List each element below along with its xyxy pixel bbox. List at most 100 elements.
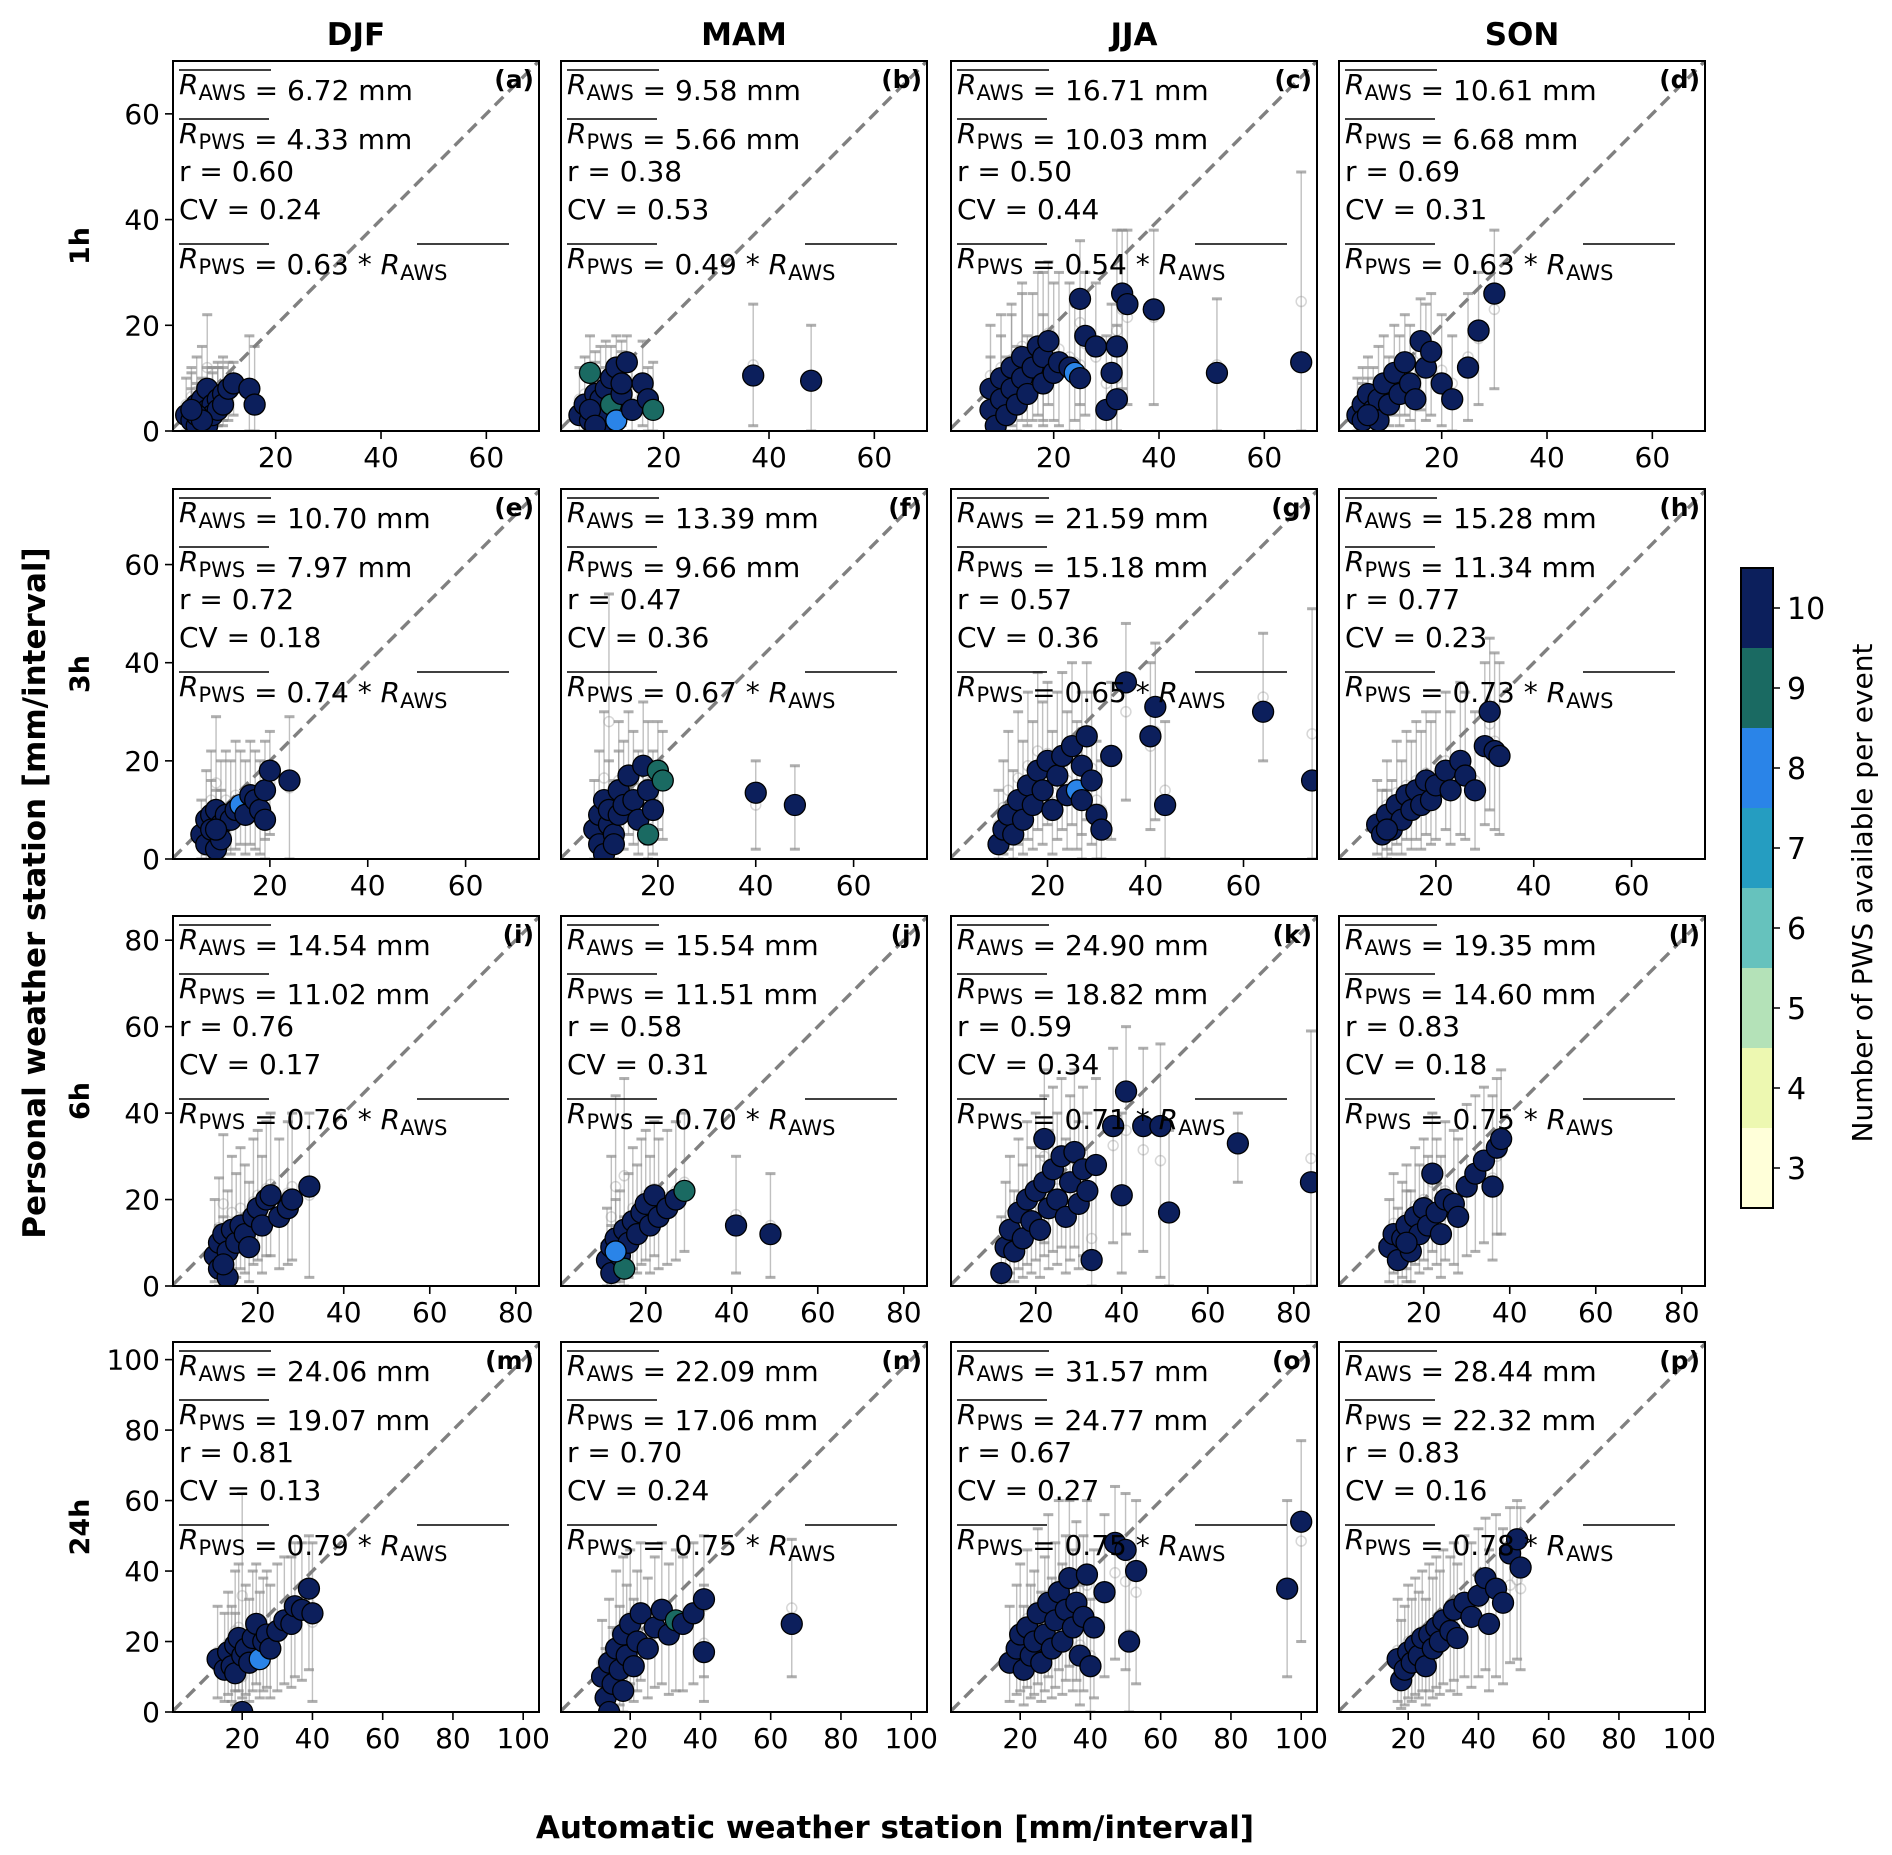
- stat-symbol-r: R: [957, 1523, 976, 1556]
- stat-subscript: PWS: [976, 1536, 1023, 1560]
- data-point: [1093, 1581, 1116, 1604]
- x-tick-label: 80: [1664, 1296, 1700, 1329]
- stat-subscript: AWS: [1566, 689, 1613, 713]
- data-point: [1076, 1179, 1099, 1203]
- stat-text: = 0.65 *: [1023, 676, 1158, 709]
- panel-letter: (f): [888, 493, 922, 522]
- stat-subscript: AWS: [788, 261, 835, 285]
- data-point: [612, 1679, 635, 1703]
- stat-text: = 0.73 *: [1411, 676, 1546, 709]
- colorbar-segment: [1741, 968, 1773, 1049]
- stat-subscript: PWS: [586, 683, 633, 707]
- x-tick-label: 100: [1662, 1722, 1715, 1755]
- axes-frame: [1338, 60, 1706, 432]
- axes-frame: [172, 60, 540, 432]
- stat-cv: CV = 0.31: [567, 1048, 709, 1081]
- stat-subscript: AWS: [400, 1542, 447, 1566]
- stat-symbol-r: R: [567, 923, 586, 956]
- data-point: [1100, 744, 1123, 768]
- stat-r-aws: RAWS = 10.61 mm: [1345, 68, 1597, 107]
- data-point: [759, 1222, 782, 1246]
- stat-subscript: PWS: [586, 1536, 633, 1560]
- stat-text: = 22.32 mm: [1411, 1404, 1596, 1437]
- y-tick-label: 40: [124, 204, 160, 237]
- stat-symbol-r: R: [567, 1523, 586, 1556]
- stat-symbol-r: R: [179, 496, 198, 529]
- stat-symbol-r: R: [179, 972, 198, 1005]
- x-tick-label: 60: [469, 441, 505, 474]
- x-tick-label: 60: [1143, 1722, 1179, 1755]
- data-point: [1016, 382, 1039, 406]
- stat-r-aws: RAWS = 16.71 mm: [957, 68, 1209, 107]
- stat-symbol-r: R: [1345, 670, 1364, 703]
- stat-text: = 11.51 mm: [633, 978, 818, 1011]
- x-tick-label: 20: [646, 441, 682, 474]
- panel-letter: (l): [1669, 920, 1700, 949]
- colorbar-frame: [1740, 567, 1774, 1209]
- x-tick-label: 60: [1247, 441, 1283, 474]
- stat-subscript: PWS: [976, 683, 1023, 707]
- panel-letter: (g): [1271, 493, 1312, 522]
- x-tick-label: 40: [350, 869, 386, 902]
- stat-text: = 15.18 mm: [1023, 551, 1208, 584]
- data-point: [253, 779, 277, 802]
- data-point: [1439, 779, 1462, 802]
- stat-r-aws: RAWS = 28.44 mm: [1345, 1349, 1597, 1388]
- data-point: [1033, 1127, 1056, 1151]
- data-point: [1393, 351, 1416, 374]
- stat-r-pws: RPWS = 9.66 mm: [567, 545, 800, 584]
- stat-factor: RPWS = 0.75 * RAWS: [1345, 1097, 1613, 1140]
- data-point: [1105, 335, 1129, 358]
- x-tick-label: 40: [1529, 441, 1565, 474]
- stat-text: = 17.06 mm: [633, 1404, 818, 1437]
- stat-symbol-r: R: [179, 1523, 198, 1556]
- stat-text: CV = 0.31: [567, 1048, 709, 1081]
- colorbar-segment: [1741, 808, 1773, 889]
- pws-sample: [1120, 706, 1132, 718]
- stat-text: r = 0.69: [1345, 155, 1460, 188]
- stat-subscript: PWS: [198, 1411, 245, 1435]
- pws-sample: [1137, 1144, 1149, 1156]
- data-point: [1488, 744, 1511, 768]
- stat-subscript: PWS: [976, 255, 1023, 279]
- plot-content: [173, 1342, 539, 1712]
- stat-symbol-r: R: [1345, 1349, 1364, 1382]
- x-tick-label: 40: [326, 1296, 362, 1329]
- one-to-one-line: [173, 61, 539, 430]
- stat-cv: CV = 0.24: [567, 1474, 709, 1507]
- stat-text: = 7.97 mm: [245, 551, 412, 584]
- stat-symbol-r: R: [1345, 545, 1364, 578]
- stat-factor: RPWS = 0.74 * RAWS: [179, 670, 447, 713]
- data-point: [253, 808, 277, 831]
- stat-correlation: r = 0.76: [179, 1010, 294, 1043]
- plot-content: [561, 489, 927, 859]
- panel-letter: (b): [881, 65, 922, 94]
- x-tick-label: 20: [628, 1296, 664, 1329]
- colorbar-tick-label: 5: [1787, 992, 1806, 1027]
- stat-text: = 0.49 *: [633, 248, 768, 281]
- data-point: [1446, 1626, 1469, 1650]
- data-point: [259, 1184, 282, 1207]
- stat-cv: CV = 0.53: [567, 193, 709, 226]
- stat-text: r = 0.81: [179, 1436, 294, 1469]
- x-tick-label: 40: [1104, 1296, 1140, 1329]
- stat-symbol-r: R: [179, 545, 198, 578]
- stat-cv: CV = 0.18: [179, 621, 321, 654]
- stat-text: = 13.39 mm: [634, 502, 819, 535]
- data-point: [298, 1175, 321, 1198]
- row-label-1h: 1h: [65, 227, 96, 265]
- stat-symbol-r: R: [957, 972, 976, 1005]
- data-point: [237, 1235, 261, 1259]
- x-tick-label: 60: [1190, 1296, 1226, 1329]
- x-tick-label: 60: [800, 1296, 836, 1329]
- stat-text: = 10.03 mm: [1023, 123, 1208, 156]
- stat-text: = 6.68 mm: [1411, 123, 1578, 156]
- data-point: [780, 1612, 803, 1636]
- stat-subscript: AWS: [1178, 689, 1225, 713]
- plot-content: [951, 916, 1317, 1286]
- data-point: [1421, 1162, 1444, 1185]
- stat-symbol-r: R: [1547, 676, 1566, 709]
- axes-frame: [950, 488, 1318, 860]
